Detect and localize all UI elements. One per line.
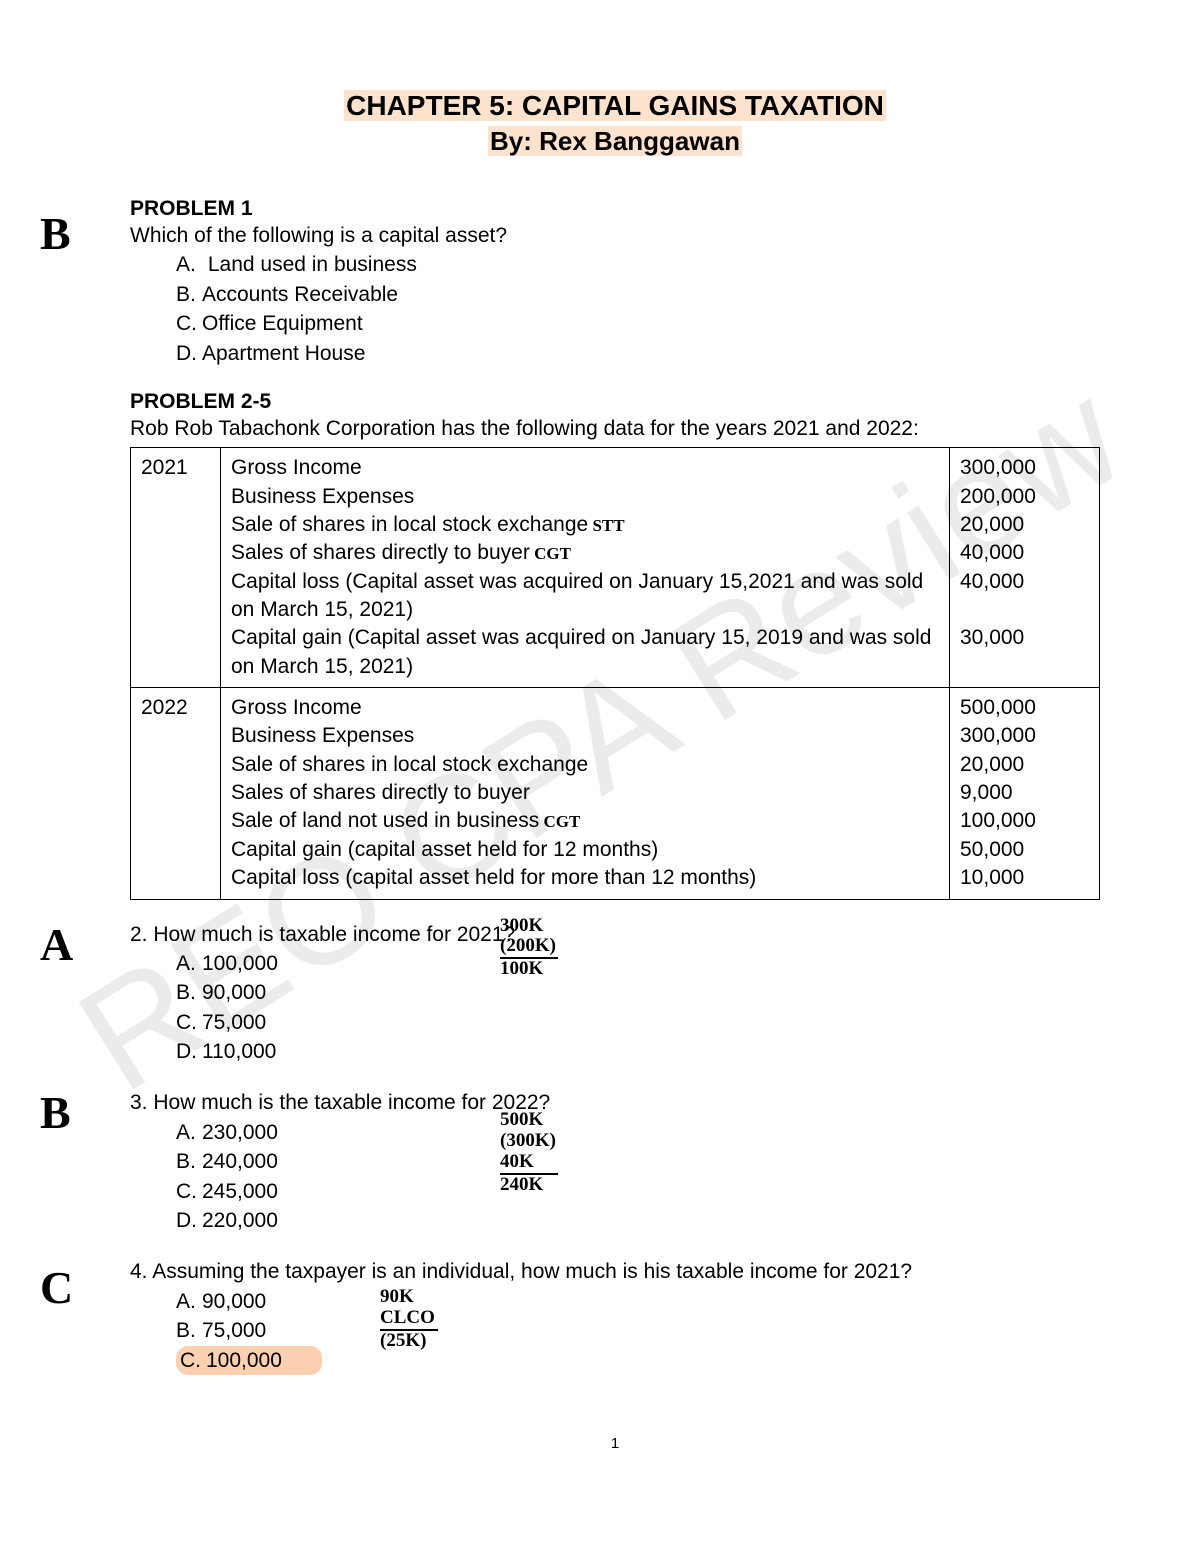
table-desc-cell: Gross IncomeBusiness ExpensesSale of sha… bbox=[221, 688, 950, 899]
question-3: B 500K (300K) 40K 240K 3. How much is th… bbox=[130, 1088, 1100, 1235]
hand-calc-q4: 90K CLCO (25K) bbox=[380, 1287, 438, 1352]
q2-option-a: A.100,000 bbox=[176, 949, 1100, 978]
q2-option-b: B.90,000 bbox=[176, 978, 1100, 1007]
margin-answer-p1: B bbox=[40, 207, 71, 260]
q3-text: 3. How much is the taxable income for 20… bbox=[130, 1088, 1100, 1117]
question-2: A 300K (200K) 100K 2. How much is taxabl… bbox=[130, 920, 1100, 1067]
q3-option-b: B.240,000 bbox=[176, 1147, 1100, 1176]
p1-option-b: B.Accounts Receivable bbox=[176, 280, 1100, 309]
p1-option-a: A. Land used in business bbox=[176, 250, 1100, 279]
hand-calc-q2: 300K (200K) 100K bbox=[500, 916, 558, 981]
q2-text: 2. How much is taxable income for 2021? bbox=[130, 920, 1100, 949]
q3-option-d: D.220,000 bbox=[176, 1206, 1100, 1235]
q4-text: 4. Assuming the taxpayer is an individua… bbox=[130, 1257, 1100, 1286]
problem-2-5: PROBLEM 2-5 Rob Rob Tabachonk Corporatio… bbox=[130, 390, 1100, 900]
table-desc-cell: Gross IncomeBusiness ExpensesSale of sha… bbox=[221, 448, 950, 688]
margin-answer-q4: C bbox=[40, 1261, 73, 1314]
problem1-heading: PROBLEM 1 bbox=[130, 197, 1100, 221]
data-table: 2021Gross IncomeBusiness ExpensesSale of… bbox=[130, 447, 1100, 899]
table-year-cell: 2021 bbox=[131, 448, 221, 688]
p1-option-c: C.Office Equipment bbox=[176, 309, 1100, 338]
question-4: C 90K CLCO (25K) 4. Assuming the taxpaye… bbox=[130, 1257, 1100, 1375]
q4-option-c-highlighted: C.100,000 bbox=[176, 1346, 1100, 1375]
problem25-intro: Rob Rob Tabachonk Corporation has the fo… bbox=[130, 414, 1100, 443]
margin-answer-q2: A bbox=[40, 918, 73, 971]
margin-answer-q3: B bbox=[40, 1086, 71, 1139]
chapter-title: CHAPTER 5: CAPITAL GAINS TAXATION bbox=[344, 90, 886, 121]
table-year-cell: 2022 bbox=[131, 688, 221, 899]
q3-option-c: C.245,000 bbox=[176, 1177, 1100, 1206]
table-value-cell: 300,000200,00020,00040,00040,000 30,000 bbox=[950, 448, 1100, 688]
page-number: 1 bbox=[130, 1435, 1100, 1452]
title-block: CHAPTER 5: CAPITAL GAINS TAXATION By: Re… bbox=[130, 90, 1100, 157]
q4-option-b: B.75,000 bbox=[176, 1316, 1100, 1345]
q2-option-c: C.75,000 bbox=[176, 1008, 1100, 1037]
byline: By: Rex Banggawan bbox=[488, 126, 742, 156]
p1-option-d: D.Apartment House bbox=[176, 339, 1100, 368]
problem25-heading: PROBLEM 2-5 bbox=[130, 390, 1100, 414]
hand-calc-q3: 500K (300K) 40K 240K bbox=[500, 1110, 558, 1196]
table-value-cell: 500,000300,00020,0009,000100,00050,00010… bbox=[950, 688, 1100, 899]
problem-1: B PROBLEM 1 Which of the following is a … bbox=[130, 197, 1100, 368]
q2-option-d: D.110,000 bbox=[176, 1037, 1100, 1066]
q3-option-a: A.230,000 bbox=[176, 1118, 1100, 1147]
problem1-question: Which of the following is a capital asse… bbox=[130, 221, 1100, 250]
q4-option-a: A.90,000 bbox=[176, 1287, 1100, 1316]
